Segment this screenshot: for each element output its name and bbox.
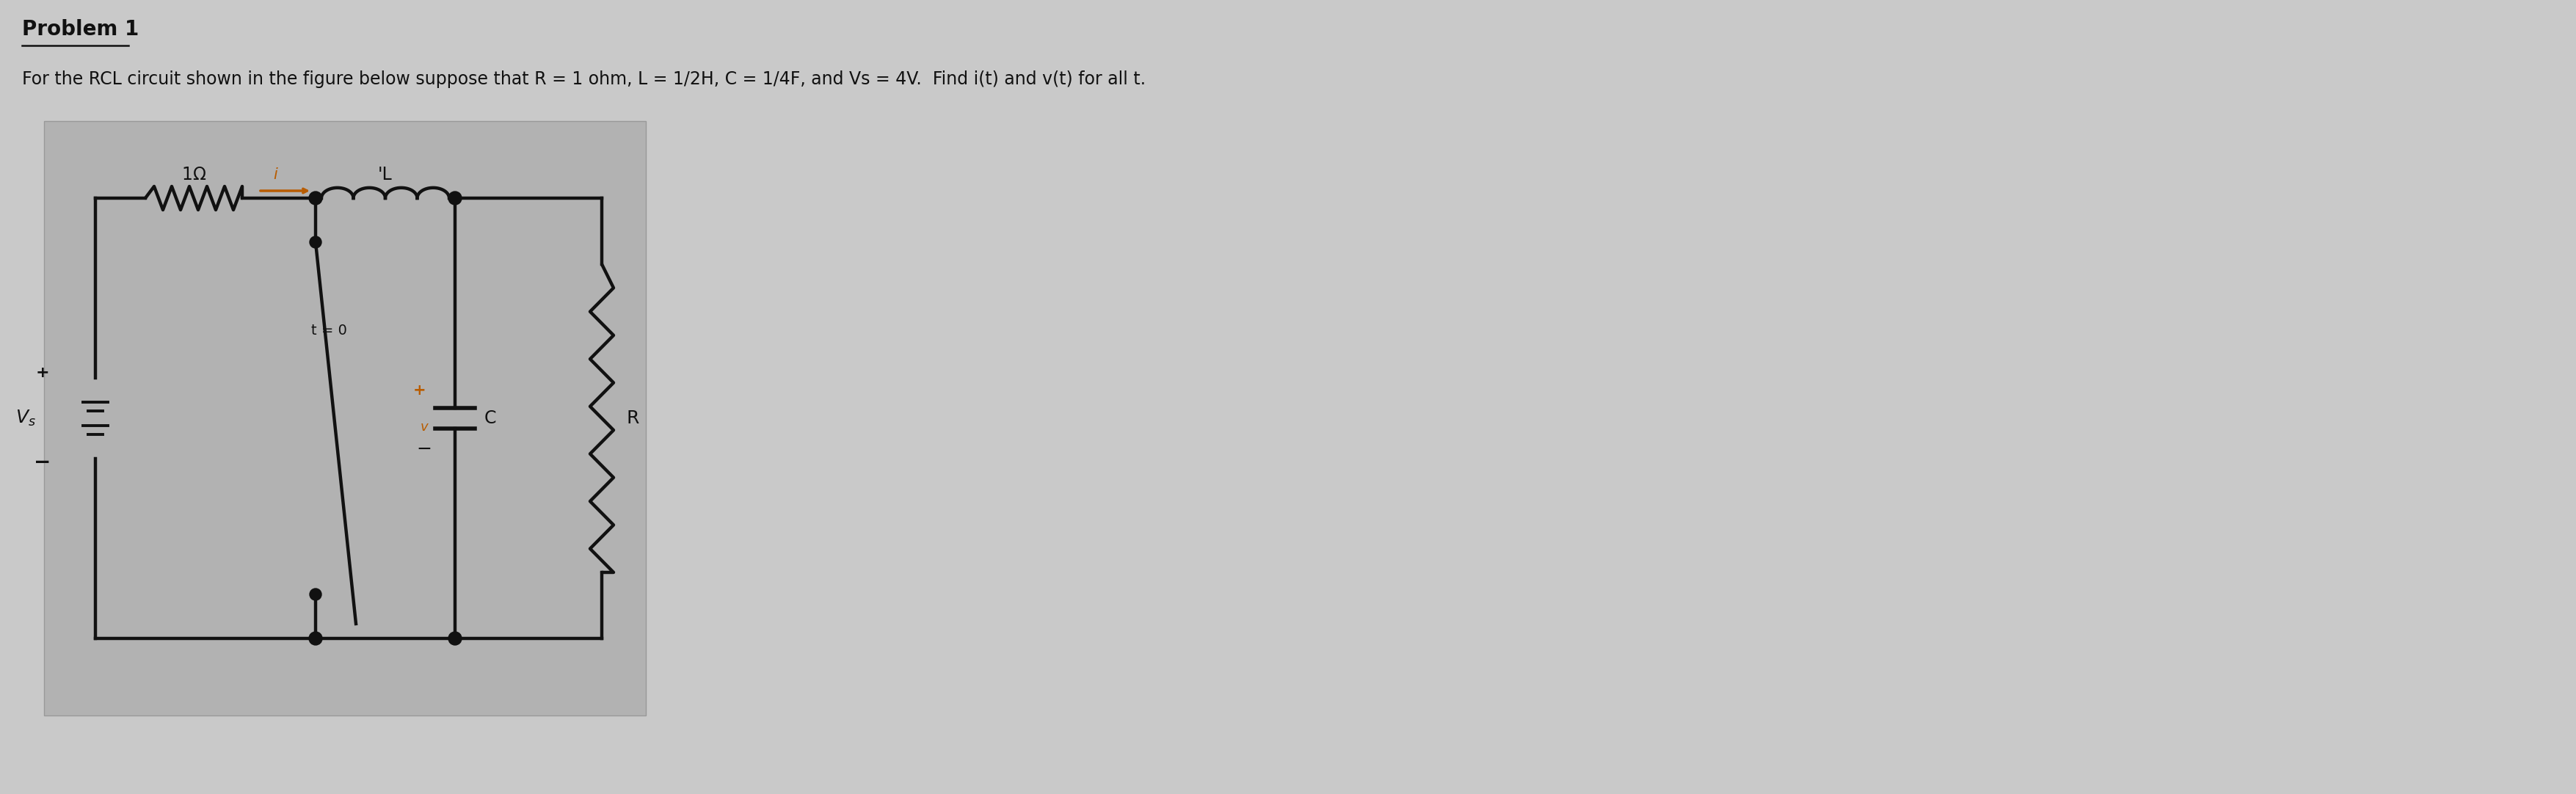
- Text: −: −: [33, 452, 52, 472]
- Text: 'L: 'L: [379, 166, 392, 183]
- Circle shape: [309, 191, 322, 205]
- Circle shape: [309, 632, 322, 645]
- Circle shape: [309, 588, 322, 600]
- Text: +: +: [36, 365, 49, 380]
- Circle shape: [448, 632, 461, 645]
- Text: 1$\Omega$: 1$\Omega$: [180, 166, 206, 183]
- Text: i: i: [273, 168, 278, 182]
- Text: v: v: [420, 421, 428, 434]
- Text: +: +: [412, 383, 425, 398]
- Circle shape: [448, 191, 461, 205]
- Text: For the RCL circuit shown in the figure below suppose that R = 1 ohm, L = 1/2H, : For the RCL circuit shown in the figure …: [23, 71, 1146, 88]
- Circle shape: [309, 237, 322, 248]
- Bar: [44, 121, 647, 715]
- Text: −: −: [417, 441, 433, 458]
- Text: Problem 1: Problem 1: [23, 19, 139, 40]
- Text: t = 0: t = 0: [312, 323, 348, 337]
- Text: C: C: [484, 410, 497, 427]
- Text: R: R: [626, 410, 639, 427]
- Text: $V_s$: $V_s$: [15, 409, 36, 428]
